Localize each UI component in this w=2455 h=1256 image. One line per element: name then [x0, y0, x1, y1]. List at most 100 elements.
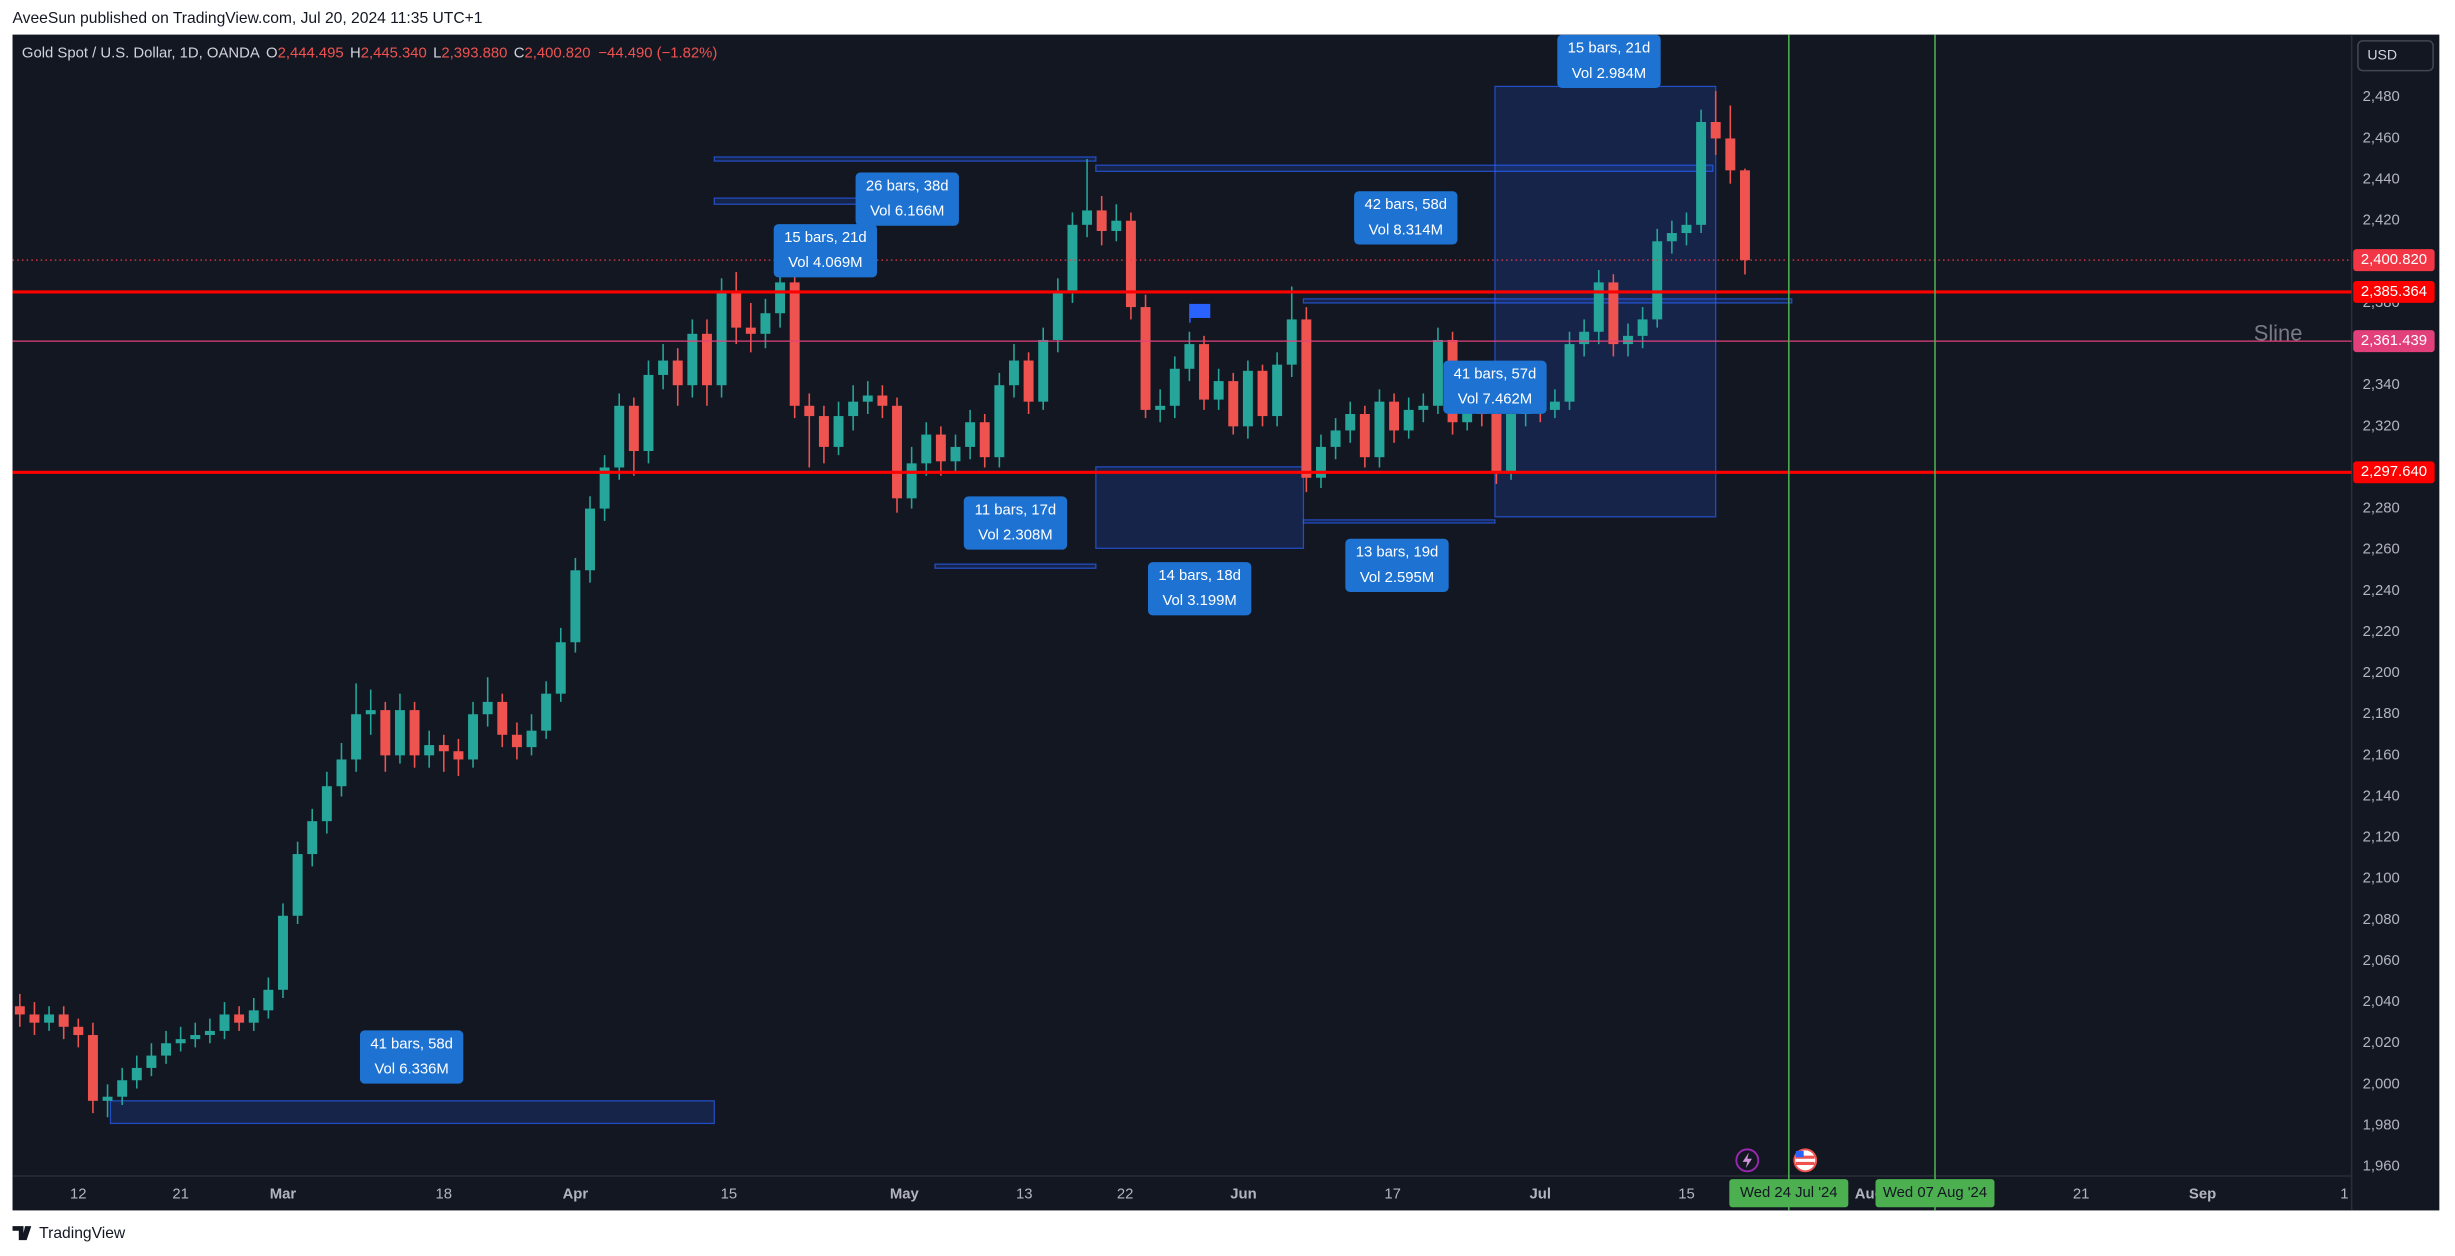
measure-range [1494, 85, 1717, 518]
candle-body [1637, 319, 1648, 336]
currency: USD [2367, 46, 2397, 62]
candle-body [1666, 233, 1677, 242]
x-tick-label: 15 [721, 1187, 738, 1203]
axes: 1,960 1,980 2,000 2,020 2,040 2,060 2,080 2,100… [70, 89, 2435, 1208]
x-tick-label: 12 [70, 1187, 87, 1203]
candle-body [658, 360, 669, 375]
measure-label: Vol 7.462M [1458, 392, 1532, 408]
measure-label: Vol 2.984M [1572, 66, 1646, 82]
candle-body [102, 1096, 113, 1101]
candle-body [979, 422, 990, 458]
candle-body [29, 1014, 40, 1023]
ohlc-value: 2,444.495 [278, 45, 344, 61]
measure-range [1302, 519, 1496, 524]
candle-body [1023, 360, 1034, 402]
candle-body [1082, 210, 1093, 225]
x-tick-label: Apr [563, 1187, 589, 1203]
price-tag-label: 2,361.439 [2361, 333, 2427, 349]
candle-body [1272, 364, 1283, 417]
ohlc-value: 2,445.340 [361, 45, 427, 61]
measure-label-box [1345, 538, 1449, 592]
y-tick-label: 2,240 [2363, 583, 2400, 599]
lightning [1742, 1152, 1753, 1169]
y-tick-label: 2,340 [2363, 377, 2400, 393]
candle-body [965, 422, 976, 447]
candle-body [336, 759, 347, 787]
y-tick-label: 2,060 [2363, 953, 2400, 969]
candle-body [599, 467, 610, 509]
candle-body [219, 1014, 230, 1031]
date-tag-label: Wed 24 Jul '24 [1740, 1185, 1838, 1201]
candle-body [131, 1067, 142, 1081]
candle-body [278, 915, 288, 990]
chart-background [12, 34, 2440, 1211]
ohlc-key: L [433, 45, 441, 61]
candle-body [1710, 121, 1721, 139]
symbol: Gold Spot / U.S. Dollar, 1D, OANDA [22, 45, 260, 61]
candle-body [161, 1043, 172, 1056]
flag-stripe [1795, 1155, 1815, 1159]
x-tick-label: 17 [1384, 1187, 1401, 1203]
measure-label: 26 bars, 38d [866, 179, 949, 195]
candle-body [380, 710, 391, 756]
y-tick-label: 2,420 [2363, 213, 2400, 229]
candle-body [424, 745, 435, 756]
candle-body [1242, 370, 1253, 427]
candle-body [906, 463, 917, 499]
candle-body [848, 401, 859, 417]
candle-body [1389, 401, 1400, 431]
candle-body [1140, 307, 1151, 410]
candle-body [58, 1014, 69, 1027]
x-tick-label: 15 [1678, 1187, 1695, 1203]
candle-body [1316, 446, 1326, 478]
candle-body [321, 786, 332, 822]
candle-body [570, 570, 581, 643]
candle-body [1052, 292, 1063, 340]
y-tick-label: 2,280 [2363, 501, 2400, 517]
candle-body [73, 1026, 84, 1036]
candle-body [935, 434, 946, 462]
logo-mark [12, 1226, 32, 1241]
legend-text: Gold Spot / U.S. Dollar, 1D, OANDA O2,444… [22, 45, 717, 61]
candle-body [1432, 339, 1443, 406]
event-icons [1735, 1148, 1818, 1173]
candle-body [1184, 344, 1195, 369]
candle-body [628, 405, 639, 452]
y-tick-label: 2,180 [2363, 706, 2400, 722]
candle-body [687, 333, 698, 386]
measure-label: Vol 2.308M [978, 527, 1052, 543]
measure-label-box [1147, 562, 1252, 616]
y-tick-label: 2,040 [2363, 994, 2400, 1010]
candle-body [716, 292, 727, 386]
x-tick-label: 1 [2340, 1187, 2348, 1203]
x-tick-label: Mar [270, 1187, 297, 1203]
candle-body [1169, 368, 1180, 406]
candle-body [44, 1014, 55, 1023]
y-tick-label: 2,080 [2363, 912, 2400, 928]
y-tick-label: 2,000 [2363, 1076, 2400, 1092]
candle-body [409, 710, 420, 756]
y-tick-label: 2,160 [2363, 747, 2400, 763]
candle-body [1125, 220, 1136, 308]
currency-button[interactable] [2357, 40, 2434, 72]
candle-body [175, 1039, 186, 1044]
candle-body [950, 446, 961, 462]
measure-label-box [773, 224, 878, 278]
measure-range [713, 197, 859, 205]
candle-body [438, 745, 449, 752]
measure-label: 14 bars, 18d [1158, 568, 1241, 584]
candle-body [394, 710, 405, 756]
candle-body [731, 292, 742, 328]
candle-body [1418, 405, 1429, 410]
candle-body [994, 385, 1005, 458]
y-tick-label: 1,980 [2363, 1117, 2400, 1133]
candle-body [1228, 381, 1239, 427]
measure-label: Vol 6.166M [870, 204, 944, 220]
x-tick-label: Jul [1530, 1187, 1551, 1203]
measure-label: 15 bars, 21d [784, 230, 867, 246]
x-tick-label: 18 [436, 1187, 453, 1203]
date-tag-label: Wed 07 Aug '24 [1883, 1185, 1987, 1201]
candle-body [775, 282, 786, 314]
measure-label: Vol 8.314M [1369, 222, 1443, 238]
brand: TradingView [39, 1225, 126, 1242]
